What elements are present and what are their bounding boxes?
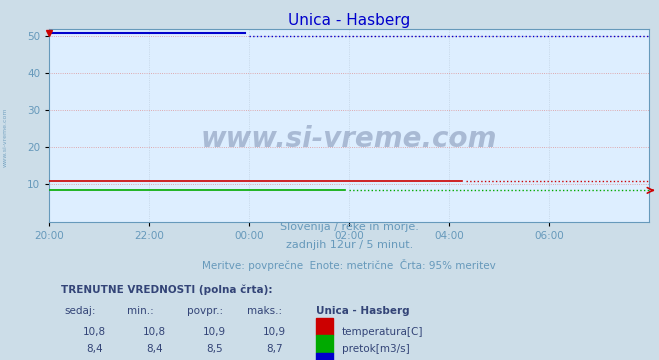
Text: sedaj:: sedaj:: [65, 306, 96, 316]
Text: Slovenija / reke in morje.: Slovenija / reke in morje.: [280, 221, 418, 231]
Text: pretok[m3/s]: pretok[m3/s]: [342, 344, 410, 354]
Text: 10,8: 10,8: [143, 327, 166, 337]
Text: www.si-vreme.com: www.si-vreme.com: [3, 107, 8, 167]
Text: 10,9: 10,9: [263, 327, 286, 337]
Title: Unica - Hasberg: Unica - Hasberg: [288, 13, 411, 28]
Text: zadnjih 12ur / 5 minut.: zadnjih 12ur / 5 minut.: [285, 240, 413, 251]
Text: www.si-vreme.com: www.si-vreme.com: [201, 125, 498, 153]
Text: Meritve: povprečne  Enote: metrične  Črta: 95% meritev: Meritve: povprečne Enote: metrične Črta:…: [202, 259, 496, 271]
Text: TRENUTNE VREDNOSTI (polna črta):: TRENUTNE VREDNOSTI (polna črta):: [61, 285, 273, 296]
Text: maks.:: maks.:: [247, 306, 283, 316]
Text: 8,7: 8,7: [266, 344, 283, 354]
Text: 8,5: 8,5: [206, 344, 223, 354]
Text: povpr.:: povpr.:: [187, 306, 223, 316]
Bar: [316, 353, 333, 360]
Text: 10,9: 10,9: [203, 327, 226, 337]
Text: 8,4: 8,4: [146, 344, 163, 354]
Text: 8,4: 8,4: [86, 344, 103, 354]
Bar: [316, 318, 333, 336]
Text: min.:: min.:: [127, 306, 154, 316]
Text: 10,8: 10,8: [83, 327, 106, 337]
Text: temperatura[C]: temperatura[C]: [342, 327, 424, 337]
Text: Unica - Hasberg: Unica - Hasberg: [316, 306, 410, 316]
Bar: [316, 336, 333, 353]
